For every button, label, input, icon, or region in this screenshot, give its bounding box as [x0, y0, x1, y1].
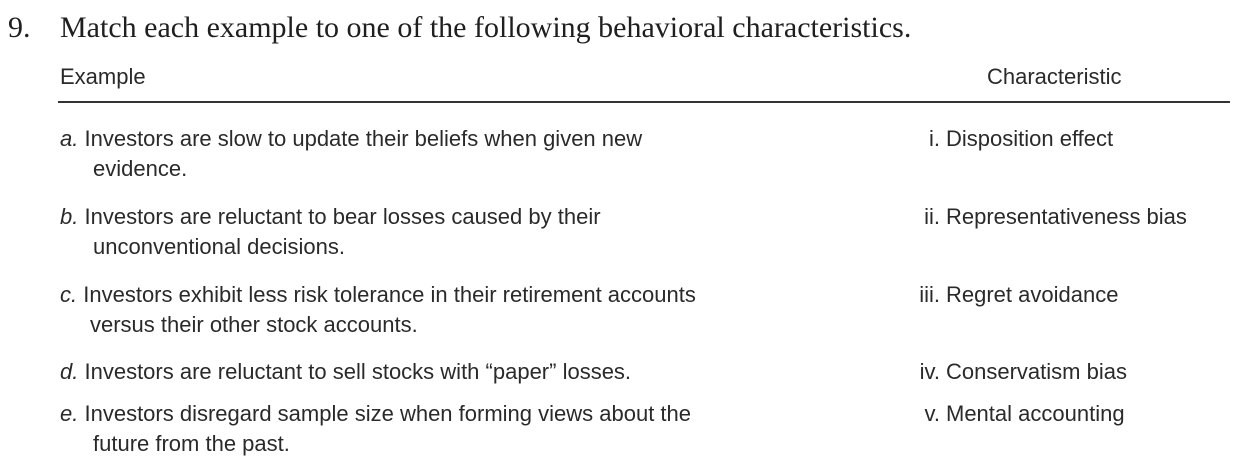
characteristic-numeral: iii. — [919, 282, 940, 307]
example-text-line1: Investors disregard sample size when for… — [84, 401, 691, 426]
header-rule — [58, 101, 1230, 103]
column-header-characteristic: Characteristic — [987, 64, 1122, 89]
characteristic-text: Regret avoidance — [946, 282, 1119, 307]
example-cell: c. Investors exhibit less risk tolerance… — [60, 280, 850, 340]
example-text-line2: versus their other stock accounts. — [90, 312, 418, 337]
example-letter: e. — [60, 401, 79, 426]
example-text-line1: Investors exhibit less risk tolerance in… — [83, 282, 696, 307]
example-letter: c. — [60, 282, 78, 307]
example-text-line1: Investors are reluctant to bear losses c… — [84, 204, 601, 229]
characteristic-numeral: i. — [929, 126, 940, 151]
characteristic-text: Representativeness bias — [946, 204, 1187, 229]
characteristic-cell: v. Mental accounting — [898, 399, 1125, 429]
characteristic-cell: iii. Regret avoidance — [898, 280, 1118, 310]
example-letter: b. — [60, 204, 79, 229]
characteristic-text: Mental accounting — [946, 401, 1125, 426]
characteristic-text: Conservatism bias — [946, 359, 1127, 384]
example-cell: a. Investors are slow to update their be… — [60, 124, 850, 184]
example-text-line2: unconventional decisions. — [93, 234, 345, 259]
characteristic-numeral: ii. — [924, 204, 940, 229]
question-number: 9. — [8, 11, 31, 44]
question-text: Match each example to one of the followi… — [60, 11, 912, 44]
example-letter: d. — [60, 359, 79, 384]
characteristic-cell: iv. Conservatism bias — [898, 357, 1127, 387]
example-text-line1: Investors are reluctant to sell stocks w… — [84, 359, 632, 384]
column-header-example: Example — [60, 64, 146, 89]
example-letter: a. — [60, 126, 79, 151]
example-cell: d. Investors are reluctant to sell stock… — [60, 357, 850, 387]
characteristic-numeral: iv. — [919, 359, 940, 384]
example-text-line2: future from the past. — [93, 431, 290, 456]
example-cell: b. Investors are reluctant to bear losse… — [60, 202, 850, 262]
characteristic-numeral: v. — [924, 401, 940, 426]
question-heading: 9. Match each example to one of the follo… — [8, 10, 911, 46]
example-text-line2: evidence. — [93, 156, 188, 181]
example-text-line1: Investors are slow to update their belie… — [84, 126, 643, 151]
characteristic-cell: i. Disposition effect — [898, 124, 1113, 154]
characteristic-cell: ii. Representativeness bias — [898, 202, 1187, 232]
characteristic-text: Disposition effect — [946, 126, 1114, 151]
example-cell: e. Investors disregard sample size when … — [60, 399, 850, 459]
